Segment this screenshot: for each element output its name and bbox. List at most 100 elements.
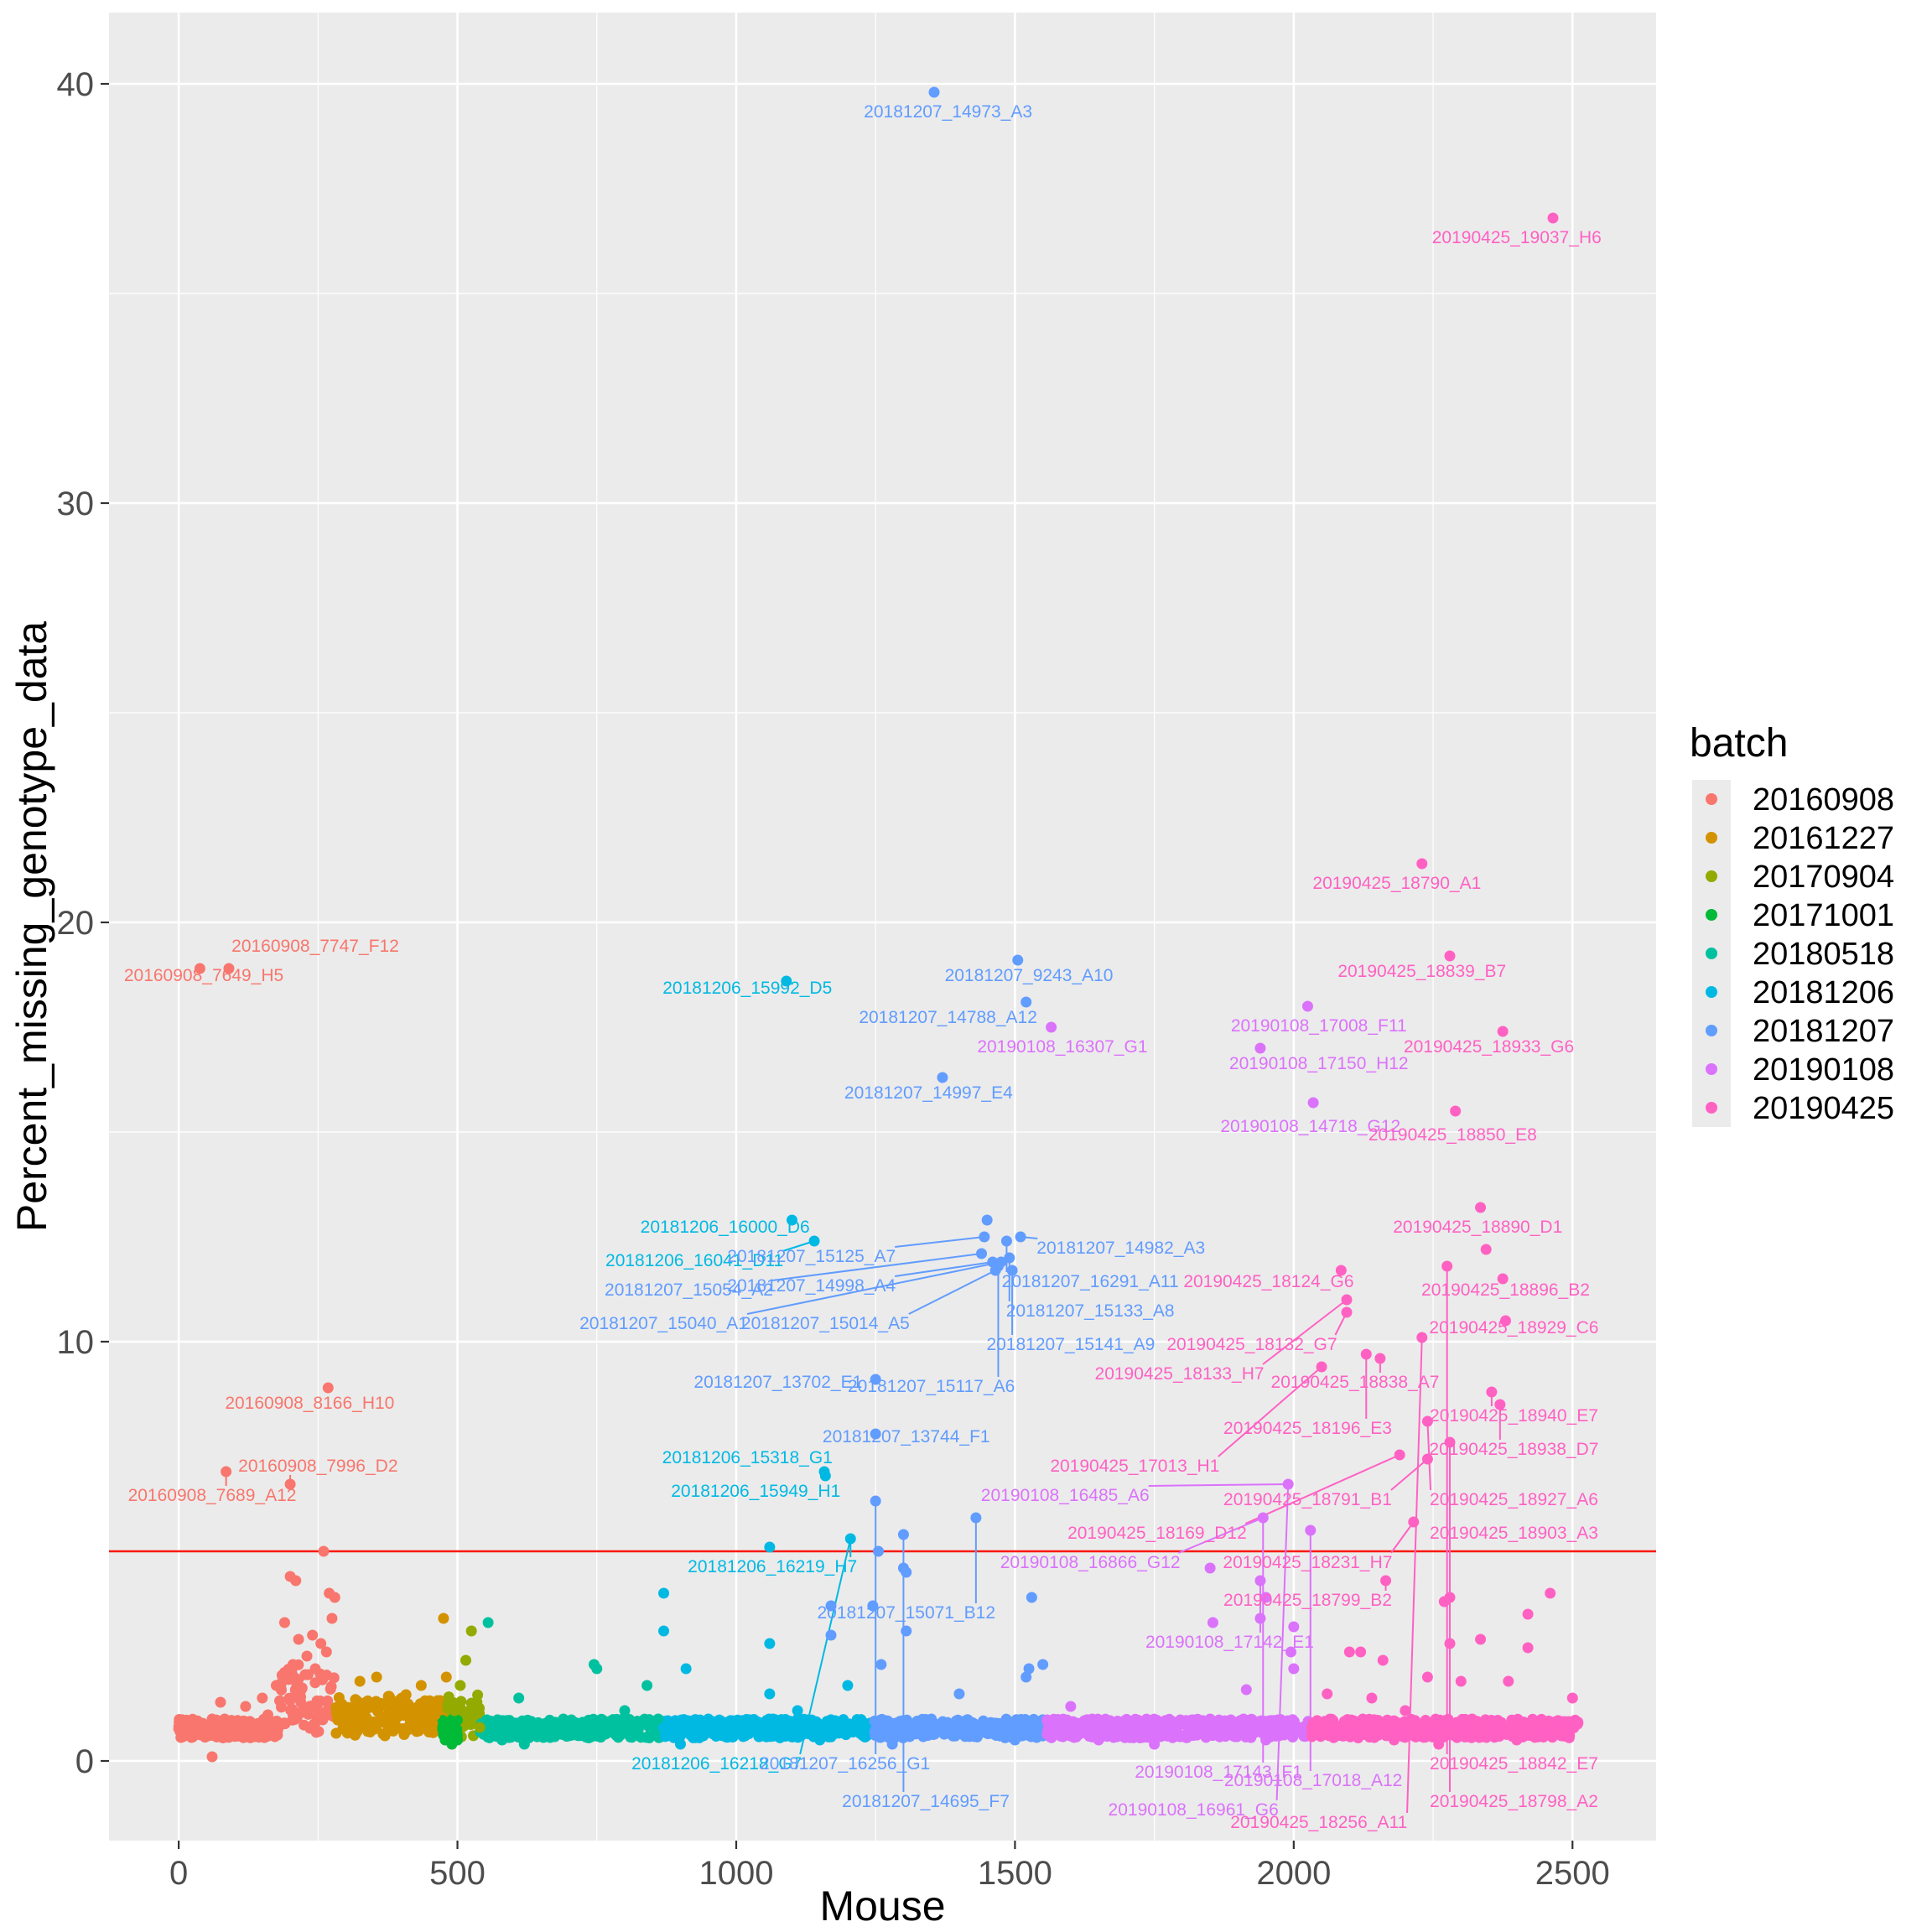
legend-marker xyxy=(1706,870,1717,882)
data-point xyxy=(652,1713,664,1725)
data-point xyxy=(910,1722,922,1734)
data-point xyxy=(421,1722,433,1733)
data-point xyxy=(518,1738,530,1750)
data-point xyxy=(284,1478,296,1490)
data-point xyxy=(282,1671,293,1683)
data-point xyxy=(1416,858,1428,870)
data-point xyxy=(522,1728,534,1740)
data-point xyxy=(553,1722,565,1734)
data-point xyxy=(776,1714,787,1726)
point-label: 20181207_15071_B12 xyxy=(817,1603,995,1623)
data-point xyxy=(223,963,235,974)
data-point xyxy=(1380,1575,1392,1587)
point-label: 20190108_17150_H12 xyxy=(1229,1054,1409,1073)
data-point xyxy=(860,1727,871,1738)
data-point xyxy=(407,1714,418,1726)
data-point xyxy=(190,1717,201,1729)
data-point xyxy=(198,1730,210,1742)
point-label: 20190425_18842_E7 xyxy=(1430,1754,1598,1774)
point-label: 20190425_18169_D12 xyxy=(1067,1524,1247,1543)
point-label: 20190108_16961_G6 xyxy=(1109,1800,1279,1820)
data-point xyxy=(870,1428,881,1440)
data-point xyxy=(1374,1353,1386,1364)
data-point xyxy=(1240,1684,1252,1696)
leader-line xyxy=(1178,1517,1264,1554)
data-point xyxy=(1545,1587,1556,1599)
point-label: 20181207_15054_A2 xyxy=(605,1280,773,1300)
data-point xyxy=(206,1751,218,1763)
plot-panel xyxy=(109,13,1656,1841)
point-label: 20181207_9243_A10 xyxy=(945,966,1114,985)
data-point xyxy=(1021,996,1032,1008)
data-point xyxy=(1026,1592,1037,1603)
data-point xyxy=(1282,1478,1294,1490)
data-point xyxy=(1192,1713,1203,1725)
data-point xyxy=(513,1692,525,1704)
point-label: 20181207_15040_A1 xyxy=(579,1314,748,1333)
data-point xyxy=(586,1722,598,1734)
point-label: 20181207_13702_E1 xyxy=(693,1373,862,1392)
data-point xyxy=(1434,1714,1446,1726)
point-label: 20190425_18231_H7 xyxy=(1223,1553,1392,1572)
point-label: 20190425_18791_B1 xyxy=(1223,1490,1392,1509)
point-label: 20190425_18927_A6 xyxy=(1430,1490,1598,1509)
point-label: 20190108_16485_A6 xyxy=(981,1486,1150,1505)
data-point xyxy=(471,1696,483,1708)
data-point xyxy=(350,1694,361,1706)
point-label: 20160908_7689_A12 xyxy=(128,1486,297,1505)
data-point xyxy=(970,1512,982,1524)
data-point xyxy=(330,1727,342,1739)
data-point xyxy=(838,1726,849,1737)
data-point xyxy=(1539,1717,1550,1729)
data-point xyxy=(396,1692,408,1704)
data-point xyxy=(577,1716,589,1728)
data-point xyxy=(1433,1738,1445,1750)
legend-marker xyxy=(1706,986,1717,998)
data-point xyxy=(351,1726,363,1737)
leader-line xyxy=(1148,1483,1289,1487)
legend-title: batch xyxy=(1690,721,1788,766)
point-label: 20190425_18124_G6 xyxy=(1183,1272,1353,1291)
data-point xyxy=(1360,1348,1372,1360)
data-point xyxy=(901,1566,912,1578)
point-label: 20190425_17013_H1 xyxy=(1050,1457,1219,1476)
data-point xyxy=(825,1629,837,1641)
data-point xyxy=(440,1671,452,1683)
data-point xyxy=(1254,1042,1266,1054)
data-point xyxy=(1465,1730,1477,1742)
data-point xyxy=(901,1625,912,1637)
data-point xyxy=(641,1680,653,1691)
data-point xyxy=(1107,1726,1119,1737)
data-point xyxy=(229,1722,241,1733)
data-point xyxy=(506,1722,517,1734)
leader-line xyxy=(1390,1521,1415,1554)
data-point xyxy=(277,1718,288,1730)
data-point xyxy=(1078,1727,1089,1738)
data-point xyxy=(262,1709,273,1721)
point-label: 20181207_16291_A11 xyxy=(1002,1272,1179,1291)
legend-marker xyxy=(1706,1102,1717,1114)
data-point xyxy=(1421,1453,1433,1465)
data-point xyxy=(1444,1638,1456,1649)
data-point xyxy=(674,1738,686,1750)
data-point xyxy=(658,1587,670,1599)
data-point xyxy=(449,1705,460,1716)
data-point xyxy=(1450,1105,1462,1117)
data-point xyxy=(341,1727,353,1739)
data-point xyxy=(814,1734,826,1746)
data-point xyxy=(538,1732,549,1743)
data-point xyxy=(1227,1721,1239,1732)
point-label: 20190425_18256_A11 xyxy=(1230,1813,1407,1832)
point-label: 20190108_17143_F1 xyxy=(1135,1763,1302,1782)
data-point xyxy=(1508,1716,1519,1728)
data-point xyxy=(1028,1713,1040,1725)
data-point xyxy=(619,1705,631,1716)
data-point xyxy=(309,1719,320,1731)
legend-marker xyxy=(1706,832,1717,844)
point-labels: 20181207_14973_A3 20190425_19037_H6 201904… xyxy=(124,102,1602,1832)
data-point xyxy=(829,1715,841,1727)
data-point xyxy=(1305,1524,1317,1536)
leader-line xyxy=(1262,1299,1348,1365)
point-label: 20181207_15117_A6 xyxy=(848,1377,1015,1396)
point-label: 20181207_14997_E4 xyxy=(844,1083,1013,1103)
